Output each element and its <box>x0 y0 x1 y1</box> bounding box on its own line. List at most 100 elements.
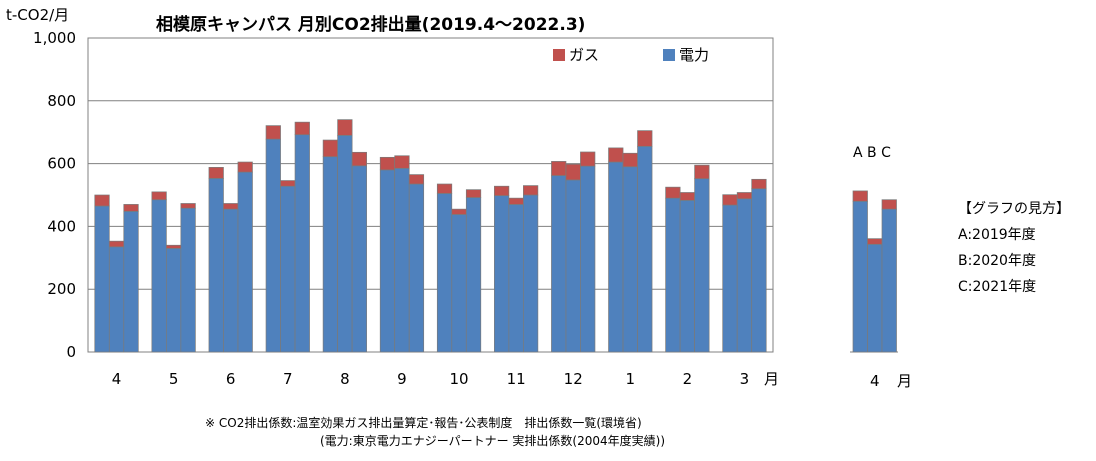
bar-gas <box>379 156 396 171</box>
x-tick-label: 12 <box>564 370 583 388</box>
side-x-tick-label: 4 <box>870 372 880 390</box>
bar-gas <box>565 163 581 181</box>
bar-gas <box>294 121 310 136</box>
side-bar-electric <box>852 200 868 353</box>
guide-line-a: A:2019年度 <box>958 227 1036 243</box>
bar-electric <box>208 178 224 353</box>
bar-gas <box>408 174 425 185</box>
bar-electric <box>223 208 239 353</box>
bar-electric <box>265 138 281 353</box>
bar-gas <box>208 167 224 179</box>
bar-electric <box>722 204 738 353</box>
bar-gas <box>508 197 524 205</box>
bar-gas <box>265 125 281 140</box>
x-tick-label: 4 <box>112 370 122 388</box>
y-tick-label: 400 <box>47 217 76 235</box>
bar-gas <box>280 180 296 187</box>
bar-electric <box>408 183 425 353</box>
y-tick-label: 1,000 <box>33 29 76 47</box>
bar-electric <box>451 214 467 353</box>
bar-electric <box>280 185 296 353</box>
bar-gas <box>722 194 738 206</box>
bar-electric <box>294 134 310 353</box>
bar-electric <box>637 145 653 353</box>
y-tick-label: 800 <box>47 92 76 110</box>
side-x-axis-label: 月 <box>897 372 912 390</box>
bar-electric <box>551 175 567 353</box>
bar-electric <box>465 197 482 353</box>
bar-gas <box>580 151 596 167</box>
bar-gas <box>351 151 367 167</box>
bar-gas <box>180 203 196 209</box>
bar-gas <box>394 155 410 169</box>
legend-gas: ガス <box>553 44 599 65</box>
note-line-2: (電力:東京電力エナジーパートナー 実排出係数(2004年度実績)) <box>320 434 666 448</box>
x-tick-label: 6 <box>226 370 236 388</box>
bar-gas <box>551 161 567 176</box>
bar-gas <box>694 164 710 180</box>
x-tick-label: 3 <box>740 370 750 388</box>
bar-electric <box>394 167 410 353</box>
side-bar-gas <box>867 238 883 245</box>
gas-swatch-icon <box>553 48 565 61</box>
bar-gas <box>665 186 681 199</box>
electric-swatch-icon <box>663 48 675 61</box>
bar-gas <box>337 119 353 136</box>
bar-gas <box>523 185 539 196</box>
bar-electric <box>94 205 110 353</box>
bar-electric <box>123 210 139 353</box>
side-bar-gas <box>852 190 868 202</box>
guide-box: 【グラフの見方】 A:2019年度 B:2020年度 C:2021年度 <box>958 196 1070 300</box>
bar-gas <box>108 240 125 248</box>
bar-electric <box>166 248 182 353</box>
chart-title: 相模原キャンパス 月別CO2排出量(2019.4～2022.3) <box>156 15 586 35</box>
bar-electric <box>379 169 396 353</box>
bar-gas <box>637 130 653 147</box>
bar-electric <box>151 199 167 353</box>
x-axis-label: 月 <box>764 370 779 388</box>
bar-gas <box>436 183 453 194</box>
bar-electric <box>580 165 596 353</box>
guide-line-b: B:2020年度 <box>958 253 1036 269</box>
bar-electric <box>694 178 710 353</box>
bar-electric <box>523 194 539 353</box>
side-bar-electric <box>881 208 897 353</box>
x-tick-label: 5 <box>169 370 179 388</box>
legend-gas-label: ガス <box>569 46 600 64</box>
bar-electric <box>436 193 453 353</box>
y-tick-label: 0 <box>66 343 76 361</box>
side-bar-gas <box>881 199 897 210</box>
bar-gas <box>94 194 110 207</box>
bar-electric <box>351 165 367 353</box>
bar-electric <box>565 179 581 353</box>
bar-gas <box>451 208 467 215</box>
bar-electric <box>508 204 524 353</box>
guide-title: 【グラフの見方】 <box>958 201 1070 217</box>
side-bar-electric <box>867 243 883 353</box>
y-tick-label: 200 <box>47 280 76 298</box>
bar-gas <box>679 192 695 201</box>
bar-gas <box>622 152 638 168</box>
bar-gas <box>465 189 482 198</box>
bar-electric <box>237 171 253 353</box>
x-tick-label: 1 <box>626 370 636 388</box>
x-tick-label: 2 <box>683 370 693 388</box>
bar-electric <box>679 199 695 353</box>
bar-gas <box>223 203 239 210</box>
bar-electric <box>751 188 767 353</box>
bar-gas <box>751 178 767 190</box>
bar-electric <box>108 246 125 353</box>
bar-gas <box>494 185 510 196</box>
side-groups-label: A B C <box>853 145 891 161</box>
legend-electric: 電力 <box>663 44 709 65</box>
bar-electric <box>736 198 753 353</box>
x-tick-label: 9 <box>397 370 407 388</box>
bar-electric <box>337 134 353 353</box>
x-tick-label: 11 <box>507 370 526 388</box>
bar-gas <box>166 244 182 249</box>
bar-gas <box>608 147 624 163</box>
bar-gas <box>123 204 139 212</box>
x-tick-label: 7 <box>283 370 293 388</box>
bar-gas <box>322 139 338 158</box>
